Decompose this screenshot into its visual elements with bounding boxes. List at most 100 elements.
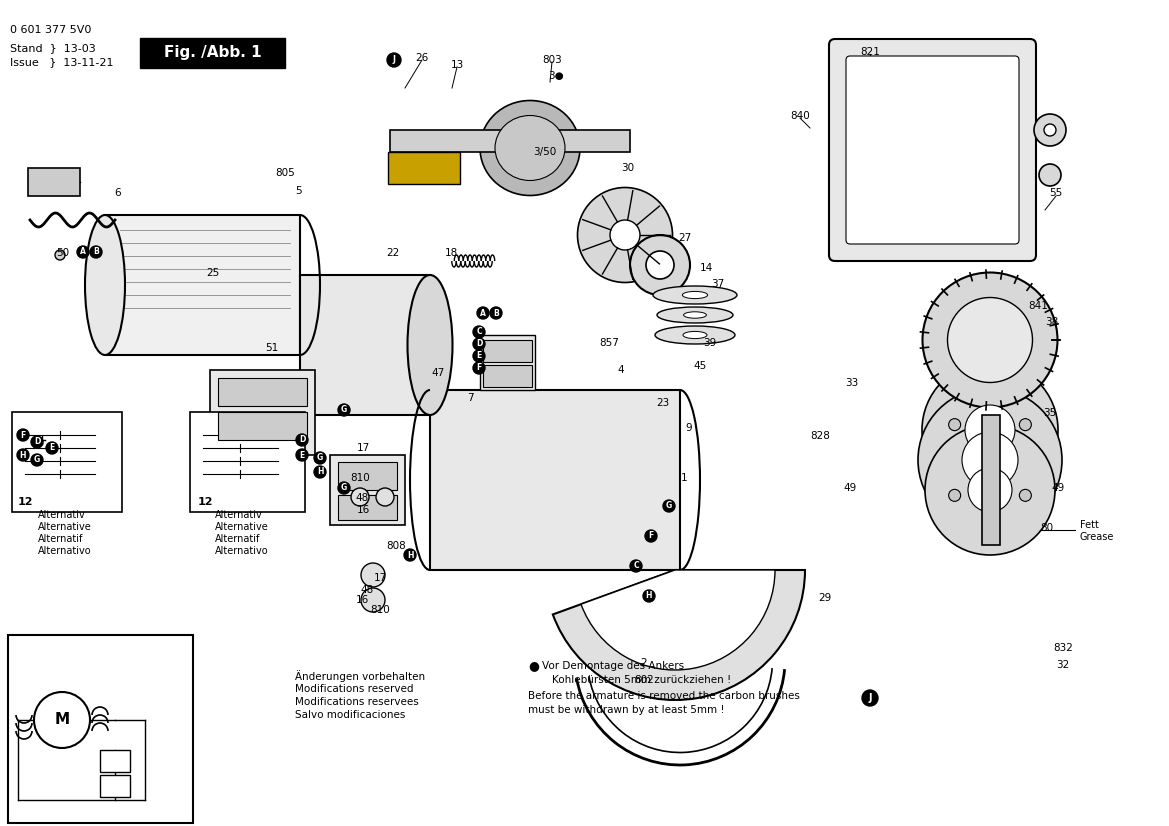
- Circle shape: [645, 530, 657, 542]
- Text: Alternativ: Alternativ: [215, 510, 263, 520]
- Text: 821: 821: [860, 47, 880, 57]
- Ellipse shape: [577, 188, 672, 282]
- Circle shape: [1019, 489, 1031, 501]
- Text: A: A: [79, 248, 87, 257]
- Text: F: F: [477, 363, 482, 373]
- Bar: [217, 378, 307, 406]
- Text: Alternatif: Alternatif: [39, 534, 83, 544]
- Text: 7: 7: [466, 393, 473, 403]
- Bar: [338, 495, 397, 520]
- Circle shape: [376, 488, 394, 506]
- Ellipse shape: [683, 292, 707, 299]
- Text: 13: 13: [450, 60, 464, 70]
- Circle shape: [77, 246, 89, 258]
- Ellipse shape: [968, 468, 1012, 512]
- Text: 3●: 3●: [548, 71, 563, 81]
- Text: M: M: [55, 713, 70, 728]
- Ellipse shape: [494, 116, 565, 181]
- Text: 25: 25: [207, 268, 220, 278]
- Text: 840: 840: [790, 111, 810, 121]
- Circle shape: [361, 563, 385, 587]
- Text: G: G: [666, 501, 672, 510]
- Text: 39: 39: [704, 338, 717, 348]
- FancyBboxPatch shape: [829, 39, 1036, 261]
- Text: must be withdrawn by at least 5mm !: must be withdrawn by at least 5mm !: [528, 705, 725, 715]
- Text: Modifications reserved: Modifications reserved: [295, 684, 414, 694]
- Text: Vor Demontage des Ankers: Vor Demontage des Ankers: [542, 661, 684, 671]
- Bar: [101, 750, 130, 772]
- Circle shape: [46, 442, 58, 454]
- Ellipse shape: [964, 405, 1015, 455]
- Circle shape: [90, 246, 102, 258]
- Text: G: G: [341, 483, 347, 492]
- Text: 55: 55: [1050, 188, 1063, 198]
- Text: E: E: [477, 352, 482, 360]
- Bar: [101, 775, 130, 797]
- Text: Kohlebürsten 5mm zurückziehen !: Kohlebürsten 5mm zurückziehen !: [552, 675, 732, 685]
- Bar: [28, 168, 79, 196]
- Ellipse shape: [653, 286, 736, 304]
- Circle shape: [338, 482, 350, 494]
- Circle shape: [361, 588, 385, 612]
- Ellipse shape: [683, 331, 707, 339]
- Text: 49: 49: [843, 483, 857, 493]
- Text: 16: 16: [357, 505, 369, 515]
- Text: 2: 2: [641, 658, 648, 668]
- Text: Issue   }  13-11-21: Issue } 13-11-21: [11, 57, 113, 67]
- Text: 50: 50: [56, 248, 70, 258]
- Text: 803: 803: [542, 55, 562, 65]
- Text: 27: 27: [678, 233, 692, 243]
- Circle shape: [473, 362, 485, 374]
- Bar: [210, 370, 314, 455]
- Ellipse shape: [948, 297, 1032, 382]
- Text: 49: 49: [1051, 483, 1065, 493]
- Text: A: A: [480, 308, 486, 317]
- FancyBboxPatch shape: [140, 38, 285, 68]
- Bar: [982, 415, 999, 545]
- Text: G: G: [341, 406, 347, 415]
- Text: Alternativo: Alternativo: [39, 546, 91, 556]
- Text: 33: 33: [845, 378, 858, 388]
- Circle shape: [18, 429, 29, 441]
- Text: 80: 80: [1040, 523, 1053, 533]
- Text: 48: 48: [355, 493, 368, 503]
- Text: H: H: [645, 591, 652, 601]
- Text: 6: 6: [115, 188, 122, 198]
- Text: J: J: [869, 693, 872, 703]
- Text: 14: 14: [699, 263, 713, 273]
- Text: 832: 832: [1053, 643, 1073, 653]
- Text: 3/50: 3/50: [533, 147, 556, 157]
- Circle shape: [296, 434, 307, 446]
- Circle shape: [477, 307, 489, 319]
- Circle shape: [55, 250, 65, 260]
- Text: 37: 37: [712, 279, 725, 289]
- Text: 32: 32: [1057, 660, 1070, 670]
- Circle shape: [643, 590, 655, 602]
- Text: 805: 805: [275, 168, 295, 178]
- Text: 857: 857: [599, 338, 618, 348]
- Circle shape: [949, 419, 961, 430]
- Circle shape: [387, 53, 401, 67]
- Text: 29: 29: [818, 593, 831, 603]
- Text: Änderungen vorbehalten: Änderungen vorbehalten: [295, 670, 426, 682]
- Text: Salvo modificaciones: Salvo modificaciones: [295, 710, 406, 720]
- Text: ●: ●: [528, 659, 539, 672]
- Circle shape: [473, 350, 485, 362]
- Text: 841: 841: [1028, 301, 1047, 311]
- Circle shape: [338, 404, 350, 416]
- Circle shape: [296, 449, 307, 461]
- Text: D: D: [299, 435, 305, 444]
- Text: 22: 22: [387, 248, 400, 258]
- Text: E: E: [49, 444, 55, 453]
- Text: Alternative: Alternative: [215, 522, 269, 532]
- Text: 810: 810: [351, 473, 369, 483]
- Bar: [483, 365, 532, 387]
- Circle shape: [351, 488, 369, 506]
- Circle shape: [490, 307, 502, 319]
- Text: 810: 810: [371, 605, 390, 615]
- Ellipse shape: [925, 425, 1054, 555]
- Text: F: F: [20, 430, 26, 439]
- Text: G: G: [317, 453, 323, 463]
- Text: Alternativo: Alternativo: [215, 546, 269, 556]
- Ellipse shape: [657, 307, 733, 323]
